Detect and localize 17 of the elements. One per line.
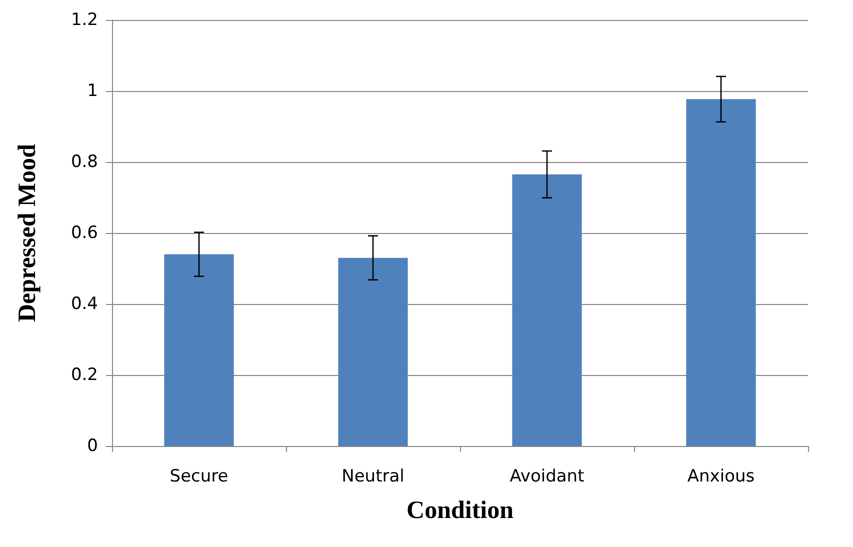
y-tick-label: 1.2 bbox=[70, 10, 98, 30]
bar bbox=[512, 174, 582, 446]
y-tick-label: 0.4 bbox=[70, 294, 98, 314]
y-tick-label: 1 bbox=[87, 81, 98, 101]
x-tick-label: Secure bbox=[170, 466, 228, 486]
y-tick-label: 0.6 bbox=[70, 223, 98, 243]
bar bbox=[686, 99, 756, 446]
y-tick-label: 0.2 bbox=[70, 365, 98, 385]
x-axis-title: Condition bbox=[406, 497, 514, 524]
y-tick-label: 0 bbox=[87, 436, 98, 456]
x-tick-label: Avoidant bbox=[510, 466, 585, 486]
bar bbox=[164, 254, 234, 446]
bar bbox=[338, 258, 408, 446]
x-tick-label: Neutral bbox=[342, 466, 404, 486]
y-axis-title: Depressed Mood bbox=[14, 144, 41, 322]
x-tick-label: Anxious bbox=[687, 466, 755, 486]
y-tick-label: 0.8 bbox=[70, 152, 98, 172]
